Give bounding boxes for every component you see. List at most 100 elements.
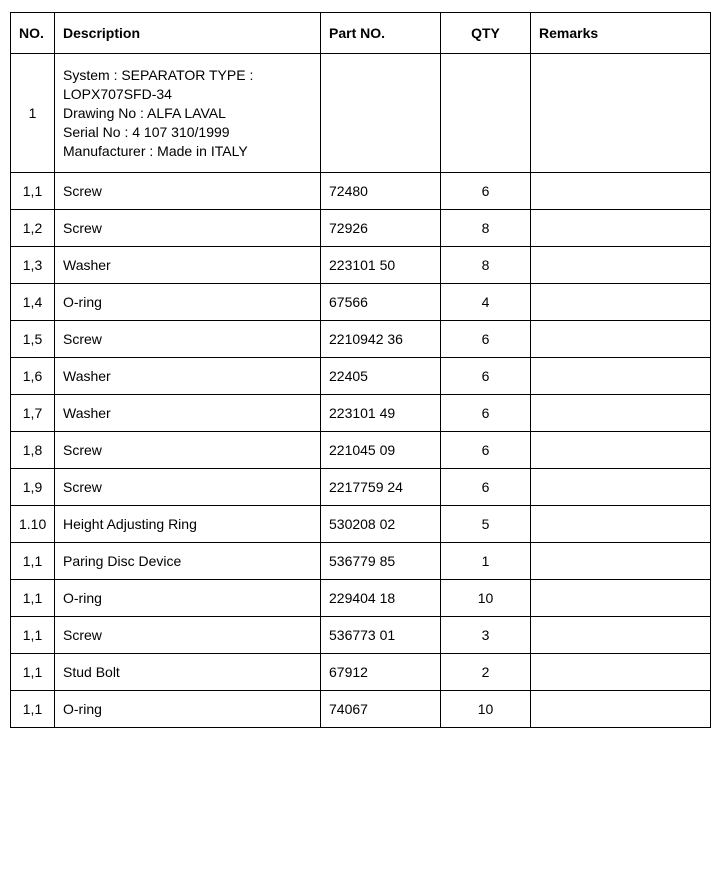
cell-remarks [531,54,711,173]
cell-description: Screw [55,617,321,654]
cell-no: 1.10 [11,506,55,543]
cell-part-no: 74067 [321,691,441,728]
cell-description: O-ring [55,284,321,321]
cell-part-no: 223101 49 [321,395,441,432]
table-row: 1,1Screw724806 [11,173,711,210]
cell-part-no: 2210942 36 [321,321,441,358]
cell-qty [441,54,531,173]
cell-part-no: 223101 50 [321,247,441,284]
table-row: 1,2Screw729268 [11,210,711,247]
cell-remarks [531,432,711,469]
cell-qty: 6 [441,432,531,469]
cell-part-no: 67566 [321,284,441,321]
table-row: 1,3Washer223101 508 [11,247,711,284]
cell-qty: 1 [441,543,531,580]
cell-description: Screw [55,321,321,358]
cell-no: 1,3 [11,247,55,284]
cell-no: 1,2 [11,210,55,247]
table-row: 1,8Screw221045 096 [11,432,711,469]
cell-remarks [531,358,711,395]
cell-remarks [531,284,711,321]
cell-no: 1,1 [11,654,55,691]
cell-qty: 2 [441,654,531,691]
cell-part-no: 229404 18 [321,580,441,617]
cell-remarks [531,506,711,543]
table-row: 1,1Screw536773 013 [11,617,711,654]
cell-remarks [531,543,711,580]
cell-part-no: 22405 [321,358,441,395]
table-row: 1,1Paring Disc Device536779 851 [11,543,711,580]
cell-remarks [531,395,711,432]
cell-description: Height Adjusting Ring [55,506,321,543]
table-body: 1System : SEPARATOR TYPE : LOPX707SFD-34… [11,54,711,728]
cell-description: Screw [55,173,321,210]
cell-qty: 6 [441,395,531,432]
table-row: 1,1Stud Bolt679122 [11,654,711,691]
cell-no: 1 [11,54,55,173]
cell-description: System : SEPARATOR TYPE : LOPX707SFD-34 … [55,54,321,173]
cell-qty: 8 [441,210,531,247]
cell-qty: 4 [441,284,531,321]
cell-description: O-ring [55,580,321,617]
cell-remarks [531,321,711,358]
cell-qty: 6 [441,469,531,506]
cell-description: Stud Bolt [55,654,321,691]
cell-no: 1,1 [11,543,55,580]
cell-remarks [531,173,711,210]
table-row: 1,7Washer223101 496 [11,395,711,432]
cell-remarks [531,617,711,654]
cell-part-no [321,54,441,173]
col-header-qty: QTY [441,13,531,54]
cell-no: 1,1 [11,580,55,617]
cell-remarks [531,580,711,617]
table-row: 1,1O-ring7406710 [11,691,711,728]
cell-part-no: 536779 85 [321,543,441,580]
table-header-row: NO. Description Part NO. QTY Remarks [11,13,711,54]
cell-no: 1,1 [11,691,55,728]
table-row: 1.10Height Adjusting Ring530208 025 [11,506,711,543]
cell-no: 1,1 [11,617,55,654]
cell-description: Washer [55,247,321,284]
table-row: 1System : SEPARATOR TYPE : LOPX707SFD-34… [11,54,711,173]
cell-no: 1,7 [11,395,55,432]
cell-part-no: 2217759 24 [321,469,441,506]
cell-remarks [531,691,711,728]
cell-remarks [531,654,711,691]
col-header-description: Description [55,13,321,54]
cell-no: 1,6 [11,358,55,395]
cell-qty: 6 [441,173,531,210]
cell-description: Screw [55,432,321,469]
cell-no: 1,9 [11,469,55,506]
cell-part-no: 72926 [321,210,441,247]
table-row: 1,5Screw2210942 366 [11,321,711,358]
cell-description: Paring Disc Device [55,543,321,580]
col-header-remarks: Remarks [531,13,711,54]
cell-remarks [531,247,711,284]
parts-table: NO. Description Part NO. QTY Remarks 1Sy… [10,12,711,728]
cell-qty: 5 [441,506,531,543]
cell-part-no: 72480 [321,173,441,210]
cell-part-no: 221045 09 [321,432,441,469]
cell-remarks [531,210,711,247]
cell-description: Screw [55,469,321,506]
col-header-part-no: Part NO. [321,13,441,54]
table-row: 1,6Washer224056 [11,358,711,395]
cell-no: 1,5 [11,321,55,358]
cell-remarks [531,469,711,506]
cell-qty: 3 [441,617,531,654]
cell-description: Washer [55,358,321,395]
table-row: 1,1O-ring229404 1810 [11,580,711,617]
cell-no: 1,1 [11,173,55,210]
cell-no: 1,8 [11,432,55,469]
cell-description: O-ring [55,691,321,728]
table-row: 1,4O-ring675664 [11,284,711,321]
cell-part-no: 536773 01 [321,617,441,654]
cell-no: 1,4 [11,284,55,321]
col-header-no: NO. [11,13,55,54]
cell-description: Screw [55,210,321,247]
cell-qty: 10 [441,691,531,728]
cell-qty: 8 [441,247,531,284]
cell-description: Washer [55,395,321,432]
cell-qty: 6 [441,358,531,395]
cell-part-no: 67912 [321,654,441,691]
